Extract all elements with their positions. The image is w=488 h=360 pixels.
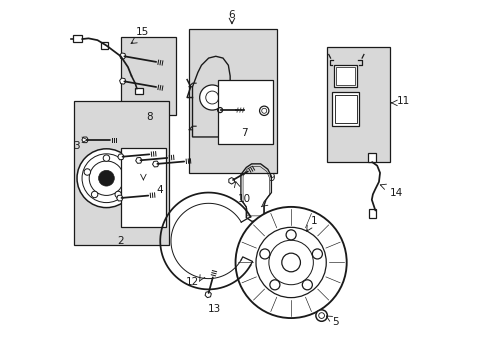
Text: 2: 2 [117, 236, 124, 246]
Text: 15: 15 [135, 27, 149, 37]
Bar [336, 67, 354, 85]
Bar [135, 88, 142, 94]
Circle shape [103, 155, 109, 161]
Bar [367, 153, 375, 162]
Bar [73, 36, 82, 42]
Bar [333, 65, 356, 87]
Polygon shape [118, 154, 124, 160]
Circle shape [281, 253, 300, 272]
Bar [217, 80, 273, 144]
Text: 9: 9 [267, 173, 274, 183]
Text: 6: 6 [228, 10, 235, 20]
Polygon shape [117, 195, 123, 201]
Polygon shape [120, 53, 126, 59]
Bar [121, 148, 165, 226]
Bar [332, 92, 359, 126]
Circle shape [199, 85, 224, 110]
Bar [334, 95, 356, 123]
Polygon shape [228, 177, 234, 184]
Circle shape [315, 310, 326, 321]
Circle shape [269, 280, 279, 290]
Bar [326, 47, 389, 162]
Circle shape [312, 249, 322, 259]
Bar [188, 30, 276, 173]
Polygon shape [204, 291, 211, 298]
Text: 3: 3 [73, 141, 80, 151]
Circle shape [99, 170, 114, 186]
Circle shape [255, 227, 325, 298]
Text: 14: 14 [389, 188, 402, 198]
Text: 8: 8 [146, 112, 152, 122]
Text: 4: 4 [157, 185, 163, 195]
Circle shape [285, 230, 296, 240]
Bar [101, 42, 107, 49]
Polygon shape [81, 137, 88, 143]
Bar [368, 209, 376, 218]
Circle shape [259, 249, 269, 259]
Text: 12: 12 [185, 277, 199, 287]
Circle shape [84, 169, 90, 175]
Polygon shape [135, 157, 142, 163]
Text: 10: 10 [238, 194, 250, 204]
Bar [121, 37, 176, 116]
Text: 1: 1 [310, 216, 317, 226]
Bar [74, 101, 169, 244]
Text: 13: 13 [207, 304, 220, 314]
Polygon shape [152, 161, 159, 167]
Circle shape [235, 207, 346, 318]
Text: 7: 7 [241, 129, 247, 138]
Polygon shape [120, 78, 126, 84]
Circle shape [91, 191, 98, 198]
Circle shape [77, 149, 136, 208]
Circle shape [259, 106, 268, 116]
Circle shape [302, 280, 312, 290]
Text: 11: 11 [396, 96, 409, 106]
Circle shape [115, 191, 121, 198]
Circle shape [122, 169, 128, 175]
Text: 5: 5 [332, 317, 338, 327]
